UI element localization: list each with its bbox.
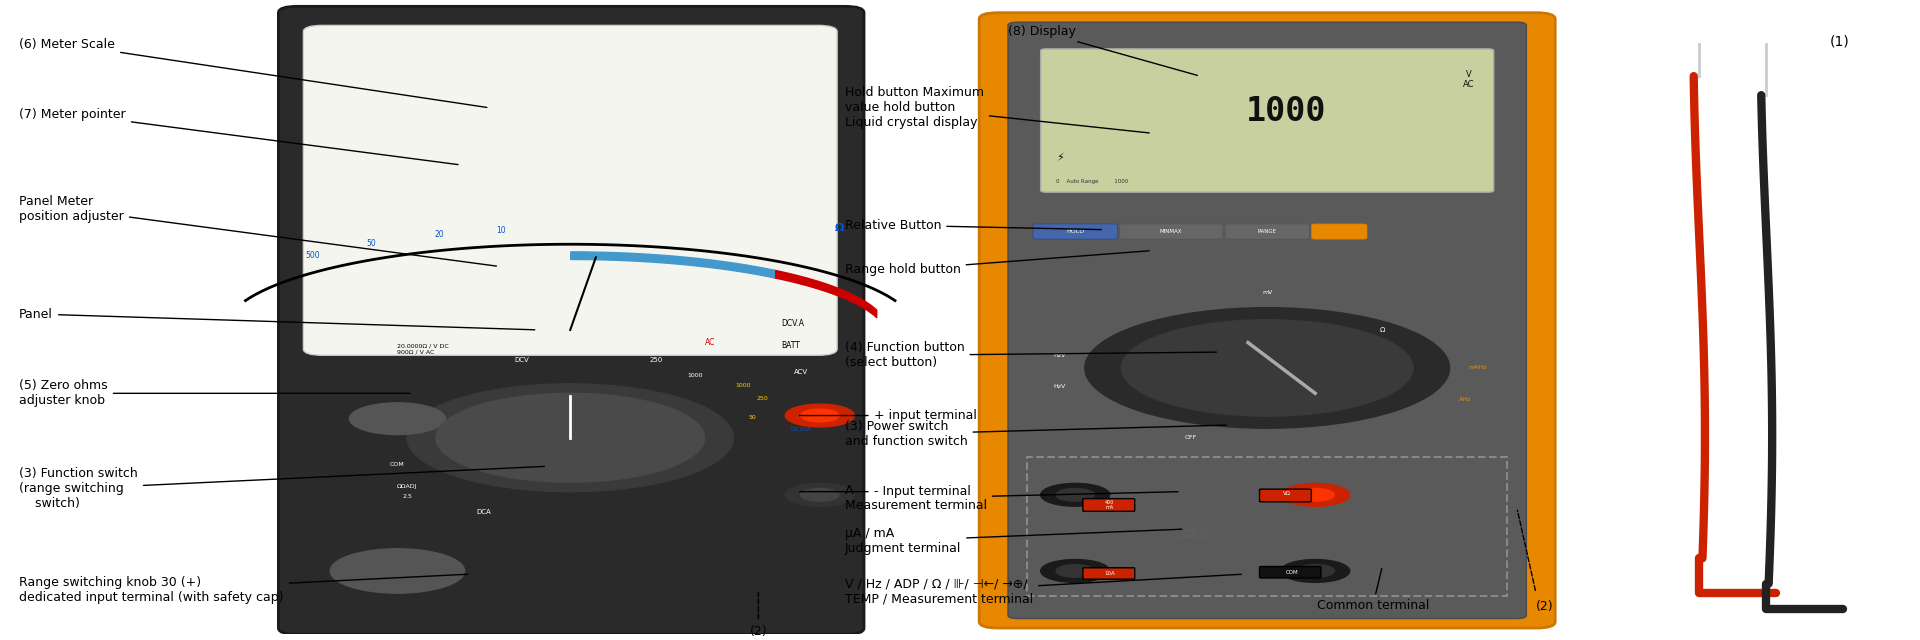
- FancyBboxPatch shape: [1260, 566, 1321, 578]
- Text: Ω: Ω: [835, 223, 843, 234]
- Text: OFF: OFF: [1185, 435, 1196, 440]
- FancyBboxPatch shape: [1119, 224, 1223, 239]
- Text: Panel: Panel: [19, 308, 536, 330]
- Text: - Input terminal: - Input terminal: [799, 485, 970, 498]
- Text: (8) Display: (8) Display: [1008, 25, 1198, 76]
- Text: Panel Meter
position adjuster: Panel Meter position adjuster: [19, 195, 497, 266]
- Text: △600V CAT
⚡1000V CAT II: △600V CAT ⚡1000V CAT II: [1177, 527, 1213, 538]
- Text: ΩΩADJ: ΩΩADJ: [397, 484, 417, 490]
- Text: (6) Meter Scale: (6) Meter Scale: [19, 38, 488, 108]
- Text: DCA: DCA: [476, 509, 492, 515]
- Circle shape: [436, 394, 705, 482]
- Circle shape: [1281, 559, 1350, 582]
- Text: V / Hz / ADP / Ω / ⊪/ ⊣←/ →⊕/
TEMP / Measurement terminal: V / Hz / ADP / Ω / ⊪/ ⊣←/ →⊕/ TEMP / Mea…: [845, 574, 1242, 605]
- Text: ACV: ACV: [793, 369, 808, 375]
- Circle shape: [1041, 483, 1110, 506]
- Circle shape: [1056, 488, 1094, 501]
- Text: Relative Button: Relative Button: [845, 219, 1102, 232]
- Text: 500: 500: [305, 251, 319, 260]
- Circle shape: [785, 483, 854, 506]
- Text: 10A: 10A: [1104, 571, 1116, 576]
- Text: 250: 250: [756, 396, 768, 401]
- Circle shape: [407, 384, 733, 492]
- Text: (5) Zero ohms
adjuster knob: (5) Zero ohms adjuster knob: [19, 380, 411, 407]
- FancyBboxPatch shape: [278, 6, 864, 634]
- Text: Hold button Maximum
value hold button
Liquid crystal display: Hold button Maximum value hold button Li…: [845, 86, 1150, 133]
- Circle shape: [349, 403, 445, 435]
- Text: 1000: 1000: [735, 383, 751, 388]
- Text: 250: 250: [651, 356, 662, 363]
- Text: Common terminal: Common terminal: [1317, 568, 1428, 612]
- FancyBboxPatch shape: [1008, 22, 1526, 618]
- Text: + input terminal: + input terminal: [799, 409, 977, 422]
- FancyBboxPatch shape: [1041, 49, 1494, 192]
- Text: mAHz: mAHz: [1469, 365, 1488, 371]
- Text: ⚡: ⚡: [1056, 154, 1064, 164]
- FancyBboxPatch shape: [979, 13, 1555, 628]
- Text: A
Measurement terminal: A Measurement terminal: [845, 484, 1179, 512]
- Text: (3) Power switch
and function switch: (3) Power switch and function switch: [845, 420, 1227, 448]
- FancyBboxPatch shape: [303, 26, 837, 355]
- Circle shape: [801, 488, 839, 501]
- Text: Range hold button: Range hold button: [845, 251, 1150, 276]
- Text: V
AC: V AC: [1463, 70, 1475, 89]
- Text: μA / mA
Judgment terminal: μA / mA Judgment terminal: [845, 527, 1183, 554]
- Text: 2.5: 2.5: [401, 494, 413, 499]
- Text: 20: 20: [434, 230, 444, 239]
- Text: mV: mV: [1261, 290, 1273, 295]
- FancyBboxPatch shape: [1260, 489, 1311, 502]
- Circle shape: [330, 548, 465, 593]
- Text: (7) Meter pointer: (7) Meter pointer: [19, 108, 459, 164]
- Text: HzV: HzV: [1054, 385, 1066, 390]
- Text: ÃHz: ÃHz: [1459, 397, 1471, 402]
- Text: DCV: DCV: [515, 356, 530, 363]
- FancyBboxPatch shape: [1225, 224, 1309, 239]
- Text: RANGE: RANGE: [1258, 229, 1277, 234]
- Text: Range switching knob 30 (+)
dedicated input terminal (with safety cap): Range switching knob 30 (+) dedicated in…: [19, 574, 468, 604]
- Text: 10: 10: [495, 226, 505, 235]
- Text: HzV: HzV: [1054, 353, 1066, 358]
- Text: DCV.A: DCV.A: [781, 319, 804, 328]
- Text: MINMAX: MINMAX: [1160, 229, 1183, 234]
- Text: (4) Function button
(select button): (4) Function button (select button): [845, 341, 1217, 369]
- FancyBboxPatch shape: [1083, 568, 1135, 579]
- Circle shape: [801, 409, 839, 422]
- FancyBboxPatch shape: [1083, 499, 1135, 511]
- Text: BATT: BATT: [781, 341, 801, 350]
- Text: DC10A: DC10A: [789, 428, 812, 433]
- Circle shape: [1121, 320, 1413, 416]
- Text: COM: COM: [1286, 570, 1298, 575]
- Text: COM: COM: [390, 462, 405, 467]
- Circle shape: [1296, 564, 1334, 577]
- Text: 50: 50: [749, 415, 756, 420]
- Text: 1000: 1000: [1246, 95, 1327, 127]
- Text: (2): (2): [749, 625, 768, 638]
- FancyBboxPatch shape: [1033, 224, 1117, 239]
- Text: 0    Auto Range         1000: 0 Auto Range 1000: [1056, 179, 1129, 184]
- Text: AC: AC: [705, 338, 714, 347]
- Text: 50: 50: [367, 239, 376, 248]
- Text: 400
mA: 400 mA: [1106, 500, 1114, 510]
- Text: 20.0000Ω / V DC
900Ω / V AC: 20.0000Ω / V DC 900Ω / V AC: [397, 344, 449, 355]
- Text: VΩ: VΩ: [1283, 491, 1290, 496]
- Text: Ω: Ω: [1380, 327, 1384, 333]
- FancyBboxPatch shape: [1311, 224, 1367, 239]
- Text: 1000: 1000: [687, 374, 703, 378]
- Text: (2): (2): [1536, 600, 1553, 612]
- Text: (3) Function switch
(range switching
    switch): (3) Function switch (range switching swi…: [19, 467, 545, 510]
- Circle shape: [785, 404, 854, 427]
- Circle shape: [1281, 483, 1350, 506]
- Text: HOLD: HOLD: [1066, 229, 1085, 234]
- Circle shape: [1041, 559, 1110, 582]
- Circle shape: [1296, 488, 1334, 501]
- Text: (1): (1): [1830, 35, 1849, 49]
- Circle shape: [1085, 308, 1450, 428]
- Circle shape: [1056, 564, 1094, 577]
